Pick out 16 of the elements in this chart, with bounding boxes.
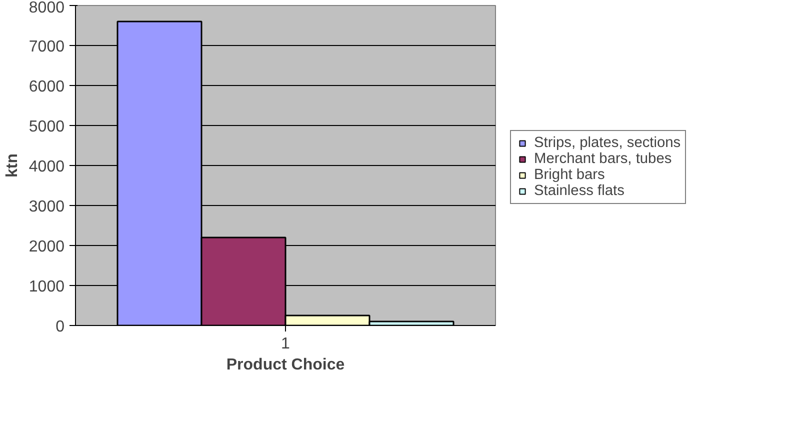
y-tick-label: 0 (56, 318, 65, 336)
y-axis-title: ktn (4, 154, 21, 178)
y-tick-label: 3000 (28, 198, 65, 216)
y-tick-label: 1000 (28, 278, 65, 296)
x-axis-title: Product Choice (226, 356, 345, 374)
y-tick-label: 6000 (28, 78, 65, 96)
y-tick-label: 2000 (28, 238, 65, 256)
y-tick-label: 5000 (28, 118, 65, 136)
y-tick-label: 8000 (28, 0, 65, 16)
y-tick-label: 7000 (28, 38, 65, 56)
x-tick-label: 1 (281, 336, 290, 352)
legend-label: Bright bars (534, 167, 605, 183)
legend-label: Strips, plates, sections (534, 135, 681, 151)
y-tick-label: 4000 (28, 158, 65, 176)
legend-label: Stainless flats (534, 183, 624, 199)
legend-label: Merchant bars, tubes (534, 151, 672, 167)
